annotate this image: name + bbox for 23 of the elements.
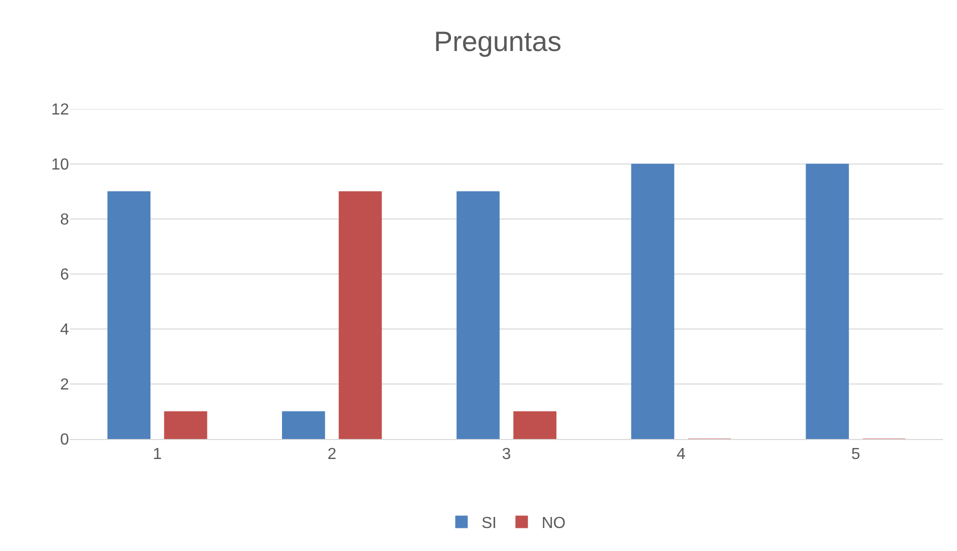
- bar: [338, 191, 382, 439]
- chart-title: Preguntas: [434, 26, 562, 58]
- x-tick-label: 1: [152, 446, 162, 464]
- x-tick-label: 3: [502, 446, 512, 464]
- y-tick-label: 10: [51, 156, 70, 174]
- x-tick-label: 4: [676, 446, 686, 464]
- legend-label: NO: [542, 515, 566, 532]
- y-tick-label: 4: [60, 322, 70, 339]
- bar: [456, 191, 500, 439]
- y-tick-label: 2: [60, 376, 70, 394]
- y-tick-label: 0: [60, 432, 70, 449]
- y-tick-label: 8: [60, 212, 70, 229]
- bar: [282, 411, 326, 439]
- x-tick-label: 5: [851, 446, 860, 464]
- x-tick-label: 2: [327, 446, 336, 464]
- bar: [107, 191, 150, 439]
- bar: [806, 164, 849, 439]
- bar: [164, 411, 208, 439]
- y-tick-label: 6: [60, 266, 70, 284]
- bar: [513, 411, 556, 439]
- y-tick-label: 12: [51, 102, 70, 119]
- bar: [631, 164, 674, 439]
- legend-label: SI: [482, 515, 497, 532]
